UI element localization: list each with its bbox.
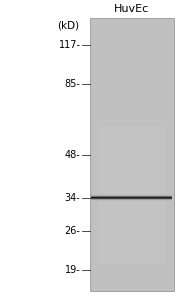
Text: 85-: 85- — [65, 79, 81, 89]
Text: 26-: 26- — [65, 226, 81, 236]
Text: HuvEc: HuvEc — [114, 4, 149, 14]
Text: 34-: 34- — [65, 193, 81, 202]
Text: (kD): (kD) — [57, 21, 79, 31]
Bar — [90, 18, 174, 291]
Text: 117-: 117- — [59, 40, 81, 50]
Text: 48-: 48- — [65, 150, 81, 160]
Bar — [98, 127, 165, 264]
Text: 19-: 19- — [65, 265, 81, 275]
